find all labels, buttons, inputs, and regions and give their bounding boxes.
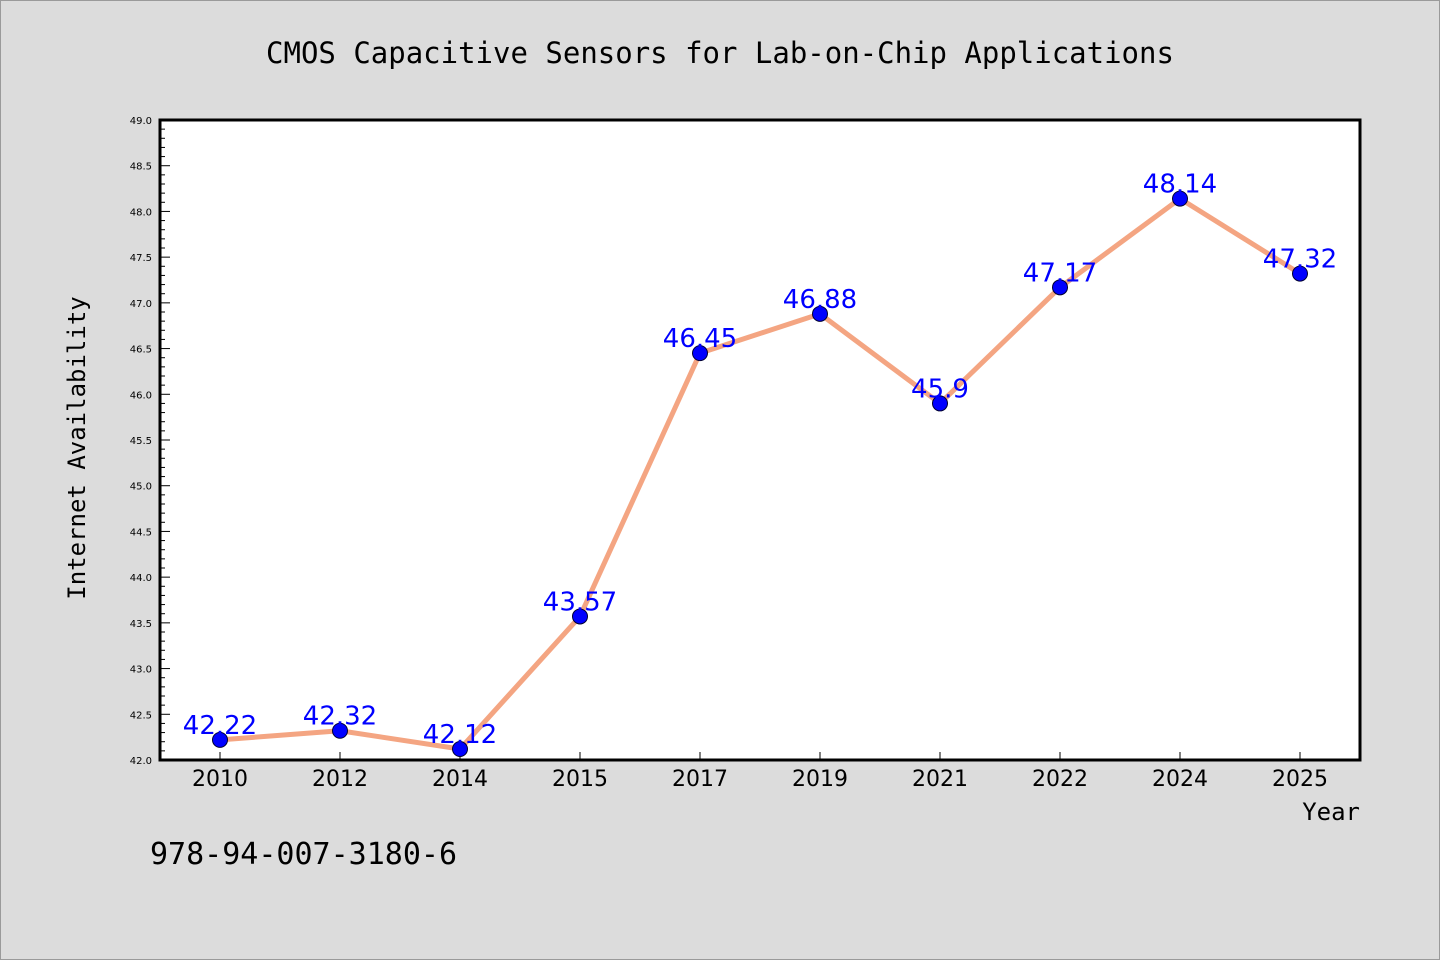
data-point <box>1292 265 1308 282</box>
data-label: 42.12 <box>423 720 497 750</box>
data-point <box>1052 279 1068 296</box>
data-label: 48.14 <box>1143 170 1217 200</box>
series-layer <box>212 190 1308 758</box>
data-point <box>812 305 828 322</box>
isbn-footnote: 978-94-007-3180-6 <box>150 837 457 872</box>
x-axis: 2010 2012 2014 2015 2017 2019 2021 2022 2024 2025 <box>192 752 1328 792</box>
y-axis: 42.0 42.5 43.0 43.5 44.0 44.5 45.0 45.5 46.0 46.5… <box>130 116 170 767</box>
y-tick-label: 48.0 <box>130 207 152 218</box>
series-line <box>219 196 1302 752</box>
data-label-layer: 42.22 42.32 42.12 43.57 46.45 46.88 45.9 47.17 4… <box>183 170 1337 750</box>
x-tick-label: 2014 <box>432 767 488 792</box>
data-point <box>212 731 228 748</box>
data-point <box>932 395 948 412</box>
data-point <box>1172 190 1188 207</box>
y-tick-label: 43.5 <box>130 619 152 630</box>
y-tick-label: 46.0 <box>130 390 152 401</box>
y-tick-label: 45.0 <box>130 482 152 493</box>
y-tick-label: 42.0 <box>130 756 152 767</box>
y-tick-label: 43.0 <box>130 665 152 676</box>
x-tick-label: 2015 <box>552 767 608 792</box>
data-label: 42.32 <box>303 702 377 732</box>
data-label: 42.22 <box>183 711 257 741</box>
y-tick-label: 47.0 <box>130 299 152 310</box>
x-tick-label: 2021 <box>912 767 968 792</box>
y-tick-label: 45.5 <box>130 436 152 447</box>
x-tick-label: 2012 <box>312 767 368 792</box>
x-tick-label: 2022 <box>1032 767 1088 792</box>
data-point <box>332 722 348 739</box>
y-axis-label: Internet Availability <box>63 296 91 599</box>
y-tick-label: 49.0 <box>130 116 152 127</box>
data-label: 43.57 <box>543 587 617 617</box>
data-point <box>452 741 468 758</box>
chart-title: CMOS Capacitive Sensors for Lab-on-Chip … <box>266 36 1174 70</box>
data-point <box>692 345 708 362</box>
y-tick-label: 42.5 <box>130 710 152 721</box>
data-label: 46.88 <box>783 285 857 315</box>
data-label: 47.32 <box>1263 245 1337 275</box>
x-tick-label: 2019 <box>792 767 848 792</box>
y-tick-label: 44.0 <box>130 573 152 584</box>
x-tick-label: 2024 <box>1152 767 1208 792</box>
data-label: 45.9 <box>911 374 969 404</box>
y-tick-label: 46.5 <box>130 345 152 356</box>
y-tick-label: 44.5 <box>130 527 152 538</box>
y-tick-label: 47.5 <box>130 253 152 264</box>
plot-area <box>158 118 1362 762</box>
data-point <box>572 608 588 625</box>
data-label: 46.45 <box>663 324 737 354</box>
data-label: 47.17 <box>1023 258 1097 288</box>
x-tick-label: 2010 <box>192 767 248 792</box>
x-tick-label: 2017 <box>672 767 728 792</box>
x-axis-label: Year <box>1302 798 1360 826</box>
y-tick-label: 48.5 <box>130 162 152 173</box>
x-tick-label: 2025 <box>1272 767 1328 792</box>
